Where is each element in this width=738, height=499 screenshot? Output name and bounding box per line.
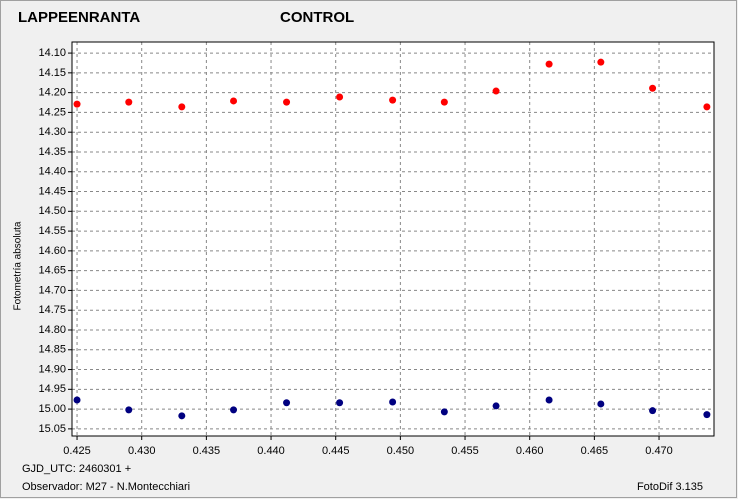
data-point <box>283 98 291 106</box>
data-point <box>649 84 657 92</box>
data-point <box>597 400 605 408</box>
x-tick-label: 0.470 <box>645 445 673 457</box>
data-point <box>703 103 711 111</box>
data-point <box>545 396 553 404</box>
x-tick-label: 0.440 <box>257 445 285 457</box>
y-tick-label: 14.95 <box>38 383 66 395</box>
y-tick-label: 14.50 <box>38 205 66 217</box>
y-axis-label: Fotometría absoluta <box>13 221 24 310</box>
data-point <box>178 412 186 420</box>
y-tick-label: 14.10 <box>38 47 66 59</box>
data-point <box>492 402 500 410</box>
data-point <box>649 407 657 415</box>
plot-border <box>71 41 715 437</box>
data-point <box>230 406 238 414</box>
x-tick-label: 0.465 <box>581 445 609 457</box>
data-point <box>597 58 605 66</box>
y-tick-label: 14.60 <box>38 245 66 257</box>
y-tick-label: 14.25 <box>38 106 66 118</box>
data-point <box>389 96 397 104</box>
footer-observer: Observador: M27 - N.Montecchiari <box>22 481 190 493</box>
data-point <box>336 93 344 101</box>
y-tick-label: 14.45 <box>38 185 66 197</box>
data-point <box>125 406 133 414</box>
y-tick-label: 14.55 <box>38 225 66 237</box>
data-point <box>336 399 344 407</box>
data-point <box>440 98 448 106</box>
y-tick-label: 14.30 <box>38 126 66 138</box>
y-tick-label: 14.75 <box>38 304 66 316</box>
data-point <box>73 396 81 404</box>
data-point <box>125 98 133 106</box>
data-point <box>492 87 500 95</box>
data-point <box>440 408 448 416</box>
y-tick-label: 14.70 <box>38 284 66 296</box>
y-tick-label: 14.35 <box>38 146 66 158</box>
y-tick-label: 14.85 <box>38 344 66 356</box>
x-tick-label: 0.430 <box>128 445 156 457</box>
data-point <box>73 100 81 108</box>
x-tick-label: 0.445 <box>322 445 350 457</box>
legend-entry: LAPPEENRANTA <box>18 9 140 26</box>
y-tick-label: 14.40 <box>38 166 66 178</box>
x-tick-label: 0.460 <box>516 445 544 457</box>
data-point <box>178 103 186 111</box>
footer-version: FotoDif 3.135 <box>637 481 703 493</box>
data-point <box>230 97 238 105</box>
y-tick-label: 14.90 <box>38 363 66 375</box>
y-tick-label: 14.65 <box>38 265 66 277</box>
data-point <box>389 398 397 406</box>
y-tick-label: 14.80 <box>38 324 66 336</box>
x-tick-label: 0.435 <box>193 445 221 457</box>
footer-gjd: GJD_UTC: 2460301 + <box>22 463 131 475</box>
y-tick-label: 15.05 <box>38 423 66 435</box>
y-tick-label: 15.00 <box>38 403 66 415</box>
data-point <box>283 399 291 407</box>
x-tick-label: 0.425 <box>63 445 91 457</box>
data-point <box>703 411 711 419</box>
data-point <box>545 60 553 68</box>
x-tick-label: 0.455 <box>451 445 479 457</box>
legend-entry: CONTROL <box>280 9 354 26</box>
x-tick-label: 0.450 <box>387 445 415 457</box>
y-tick-label: 14.15 <box>38 67 66 79</box>
y-tick-label: 14.20 <box>38 87 66 99</box>
